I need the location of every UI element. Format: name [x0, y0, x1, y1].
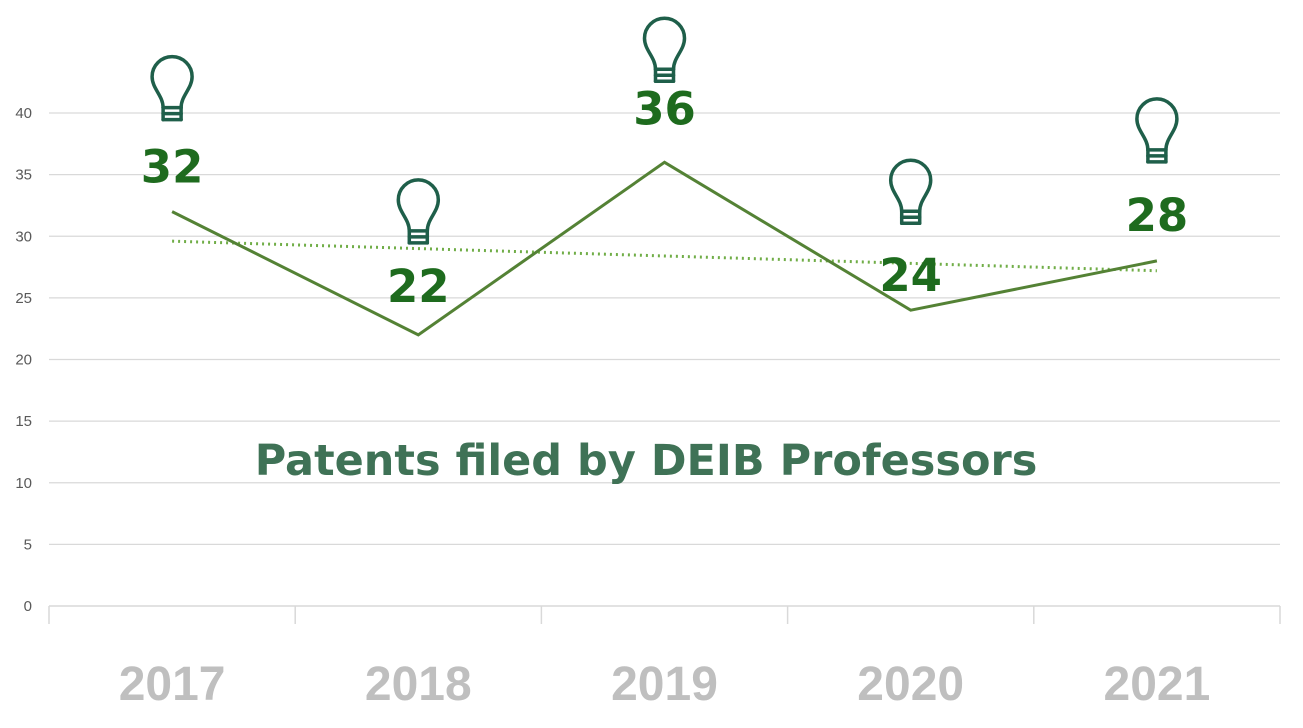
data-label: 32 — [141, 141, 204, 194]
y-tick-label: 10 — [15, 475, 32, 492]
y-tick-label: 40 — [15, 105, 32, 122]
lightbulb-markers — [150, 16, 1179, 245]
lightbulb-icon — [642, 16, 687, 84]
y-tick-label: 30 — [15, 228, 32, 245]
lightbulb-icon — [396, 178, 441, 245]
y-axis-ticks: 0 5 10 15 20 25 30 35 40 — [15, 105, 32, 615]
trendline — [172, 239, 1157, 273]
series-line — [171, 160, 1158, 337]
x-tick-label: 2019 — [611, 658, 718, 711]
data-label: 28 — [1126, 189, 1189, 242]
y-tick-label: 25 — [15, 290, 32, 307]
y-tick-label: 0 — [24, 598, 32, 615]
y-tick-label: 35 — [15, 167, 32, 184]
lightbulb-icon — [888, 158, 933, 225]
data-label: 36 — [633, 82, 696, 135]
data-label: 24 — [879, 249, 942, 302]
x-tick-label: 2021 — [1104, 658, 1211, 711]
data-labels: 32 22 36 24 28 — [141, 82, 1188, 313]
y-tick-label: 15 — [15, 413, 32, 430]
y-tick-label: 20 — [15, 352, 32, 369]
y-tick-label: 5 — [24, 536, 32, 553]
lightbulb-icon — [1135, 97, 1179, 164]
chart-title: Patents filed by DEIB Professors — [255, 436, 1038, 486]
x-tick-label: 2020 — [857, 658, 964, 711]
x-tick-label: 2017 — [119, 658, 226, 711]
gridlines — [49, 112, 1280, 546]
data-label: 22 — [387, 260, 450, 313]
x-tick-label: 2018 — [365, 658, 472, 711]
lightbulb-icon — [150, 54, 194, 122]
x-axis: 2017 2018 2019 2020 2021 — [48, 605, 1281, 711]
